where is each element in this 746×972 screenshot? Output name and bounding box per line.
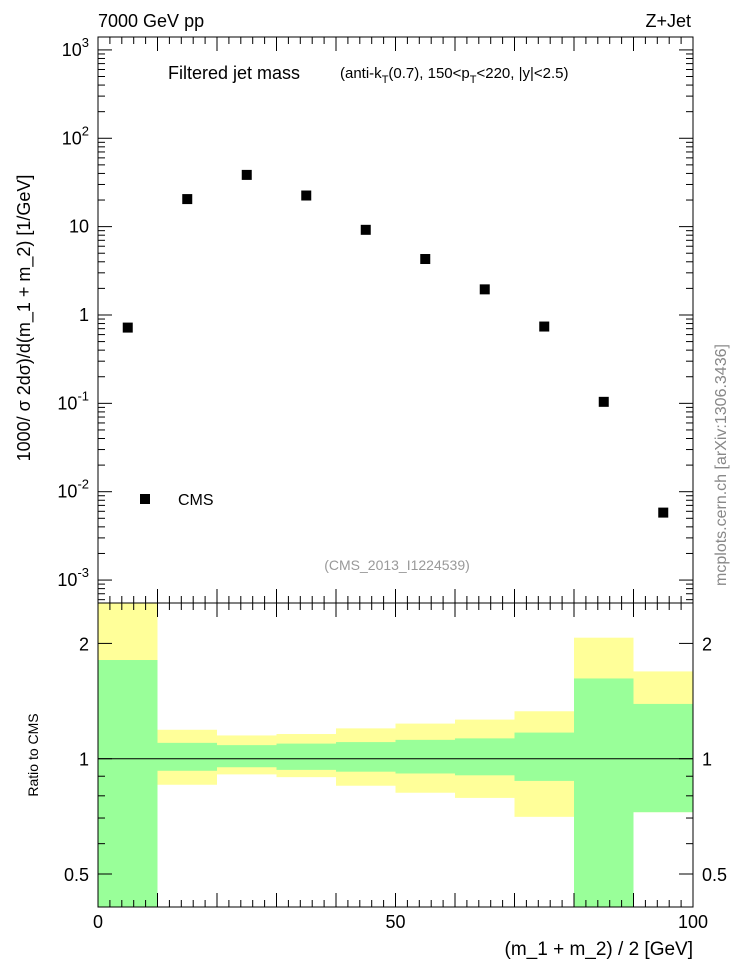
ratio-panel: 0.5 0.5 1 1 2 2 0 50 100 Ratio to CMS (m_1 + m_2) … (25, 602, 727, 960)
main-frame (97, 36, 694, 604)
header-left-label: 7000 GeV pp (98, 11, 204, 31)
main-y-tick-label: 102 (62, 123, 89, 148)
ratio-stat-band (98, 660, 158, 907)
ratio-stat-band (574, 678, 634, 907)
ratio-y-axis-label: Ratio to CMS (25, 713, 41, 796)
ratio-stat-band (276, 743, 336, 770)
data-point (539, 321, 550, 332)
ratio-stat-band (157, 742, 217, 771)
data-point (182, 194, 193, 205)
main-y-tick-label: 10-1 (57, 388, 89, 413)
main-y-tick-label: 1 (79, 305, 89, 325)
ratio-y-tick-label-right: 2 (702, 634, 712, 654)
data-point (241, 169, 252, 180)
data-point (658, 507, 669, 518)
ratio-x-tick-label: 100 (678, 912, 708, 932)
x-axis-label: (m_1 + m_2) / 2 [GeV] (505, 939, 694, 960)
data-point (479, 284, 490, 295)
data-point (360, 224, 371, 235)
ratio-stat-band (633, 703, 693, 813)
watermark: mcplots.cern.ch [arXiv:1306.3436] (713, 344, 730, 586)
ratio-stat-band (514, 732, 574, 781)
data-point (420, 254, 431, 265)
main-y-tick-label: 10-3 (57, 565, 89, 590)
analysis-tag: (CMS_2013_I1224539) (324, 557, 470, 573)
ratio-stat-band (336, 742, 396, 772)
ratio-stat-band (455, 738, 515, 776)
ratio-stat-band (217, 745, 277, 768)
data-point (301, 190, 312, 201)
header-right-label: Z+Jet (645, 11, 691, 31)
ratio-x-tick-label: 50 (385, 912, 405, 932)
main-y-tick-label: 10-2 (57, 477, 89, 502)
legend-marker (140, 494, 150, 504)
ratio-x-tick-label: 0 (93, 912, 103, 932)
main-y-tick-label: 103 (62, 35, 89, 60)
data-point (598, 396, 609, 407)
ratio-stat-band (395, 739, 455, 774)
ratio-y-tick-label: 1 (79, 750, 89, 770)
ratio-y-tick-label-right: 1 (702, 750, 712, 770)
legend-label: CMS (178, 492, 214, 509)
ratio-y-tick-label: 2 (79, 634, 89, 654)
main-panel: 10-3 10-2 10-1 1 10 102 103 Filtered jet mass (a… (14, 35, 694, 604)
ratio-y-tick-label: 0.5 (64, 865, 89, 885)
main-y-axis-label: 1000/ σ 2dσ)/d(m_1 + m_2) [1/GeV] (14, 175, 35, 462)
main-y-tick-label: 10 (69, 217, 89, 237)
data-point (122, 322, 133, 333)
chart-title: Filtered jet mass (168, 63, 300, 83)
ratio-y-tick-label-right: 0.5 (702, 865, 727, 885)
chart-subtitle: (anti-kT(0.7), 150<pT<220, |y|<2.5) (340, 65, 569, 86)
